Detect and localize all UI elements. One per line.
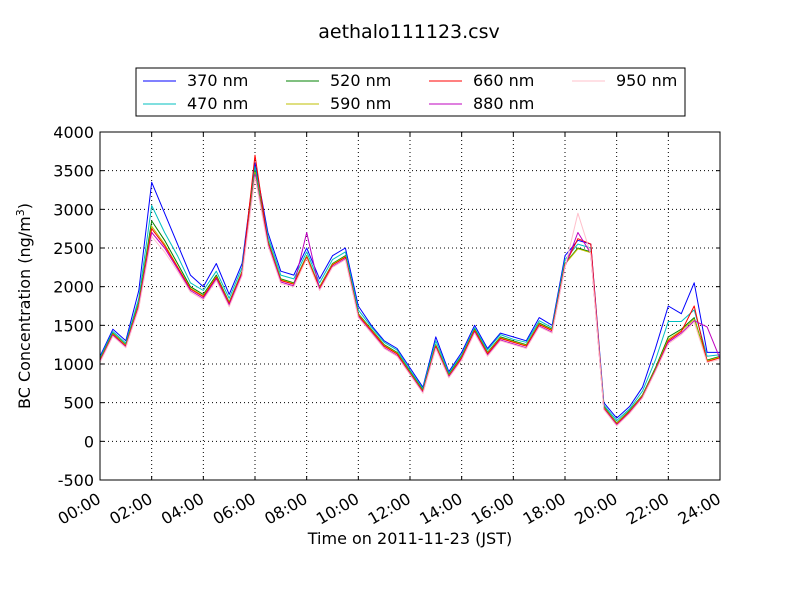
series-line-950-nm — [99, 176, 721, 427]
x-tick-label: 14:00 — [416, 489, 465, 529]
y-tick-label: 4000 — [53, 123, 94, 142]
grid — [100, 132, 720, 480]
series-line-370-nm — [99, 162, 720, 419]
y-axis-title: BC Concentration (ng/m3) — [14, 203, 34, 409]
x-tick-label: 16:00 — [468, 489, 517, 529]
x-tick-label: 24:00 — [675, 489, 724, 529]
x-tick-label: 00:00 — [55, 489, 104, 529]
legend: 370 nm 470 nm 520 nm 590 nm 660 nm 880 nm 950 … — [135, 67, 686, 117]
chart-title: aethalo111123.csv — [318, 21, 500, 43]
y-tick-label: 1000 — [53, 355, 94, 374]
x-tick-label: 08:00 — [261, 489, 310, 529]
y-tick-label: 500 — [63, 394, 94, 413]
x-tick-label: 22:00 — [623, 489, 672, 529]
y-tick-label: 3000 — [53, 200, 94, 219]
y-tick-label: -500 — [58, 471, 94, 490]
series-layer — [99, 154, 721, 427]
x-tick-label: 12:00 — [365, 489, 414, 529]
y-axis-title-close: ) — [15, 203, 34, 209]
legend-label: 370 nm — [187, 71, 248, 90]
legend-label: 520 nm — [330, 71, 391, 90]
legend-label: 590 nm — [330, 94, 391, 113]
ticks — [99, 131, 721, 481]
legend-label: 660 nm — [473, 71, 534, 90]
y-tick-label: 1500 — [53, 316, 94, 335]
x-tick-label: 04:00 — [158, 489, 207, 529]
x-tick-label: 02:00 — [106, 489, 155, 529]
y-tick-labels: -500 0 500 1000 1500 2000 2500 3000 3500 4000 — [53, 123, 94, 490]
x-tick-label: 06:00 — [210, 489, 259, 529]
y-tick-label: 3500 — [53, 162, 94, 181]
legend-label: 470 nm — [187, 94, 248, 113]
y-axis-title-main: BC Concentration (ng/m — [15, 216, 34, 409]
x-tick-label: 10:00 — [313, 489, 362, 529]
y-tick-label: 2500 — [53, 239, 94, 258]
x-axis-title: Time on 2011-11-23 (JST) — [307, 529, 512, 548]
y-tick-label: 0 — [84, 432, 94, 451]
x-tick-labels: 00:00 02:00 04:00 06:00 08:00 10:00 12:00 14:00… — [55, 489, 724, 529]
series-line-590-nm — [99, 171, 721, 424]
x-tick-label: 20:00 — [571, 489, 620, 529]
legend-label: 950 nm — [616, 71, 677, 90]
y-tick-label: 2000 — [53, 278, 94, 297]
series-line-470-nm — [99, 166, 721, 421]
legend-box — [135, 67, 686, 117]
y-axis-title-superscript: 3 — [14, 209, 27, 216]
x-tick-label: 18:00 — [520, 489, 569, 529]
legend-label: 880 nm — [473, 94, 534, 113]
